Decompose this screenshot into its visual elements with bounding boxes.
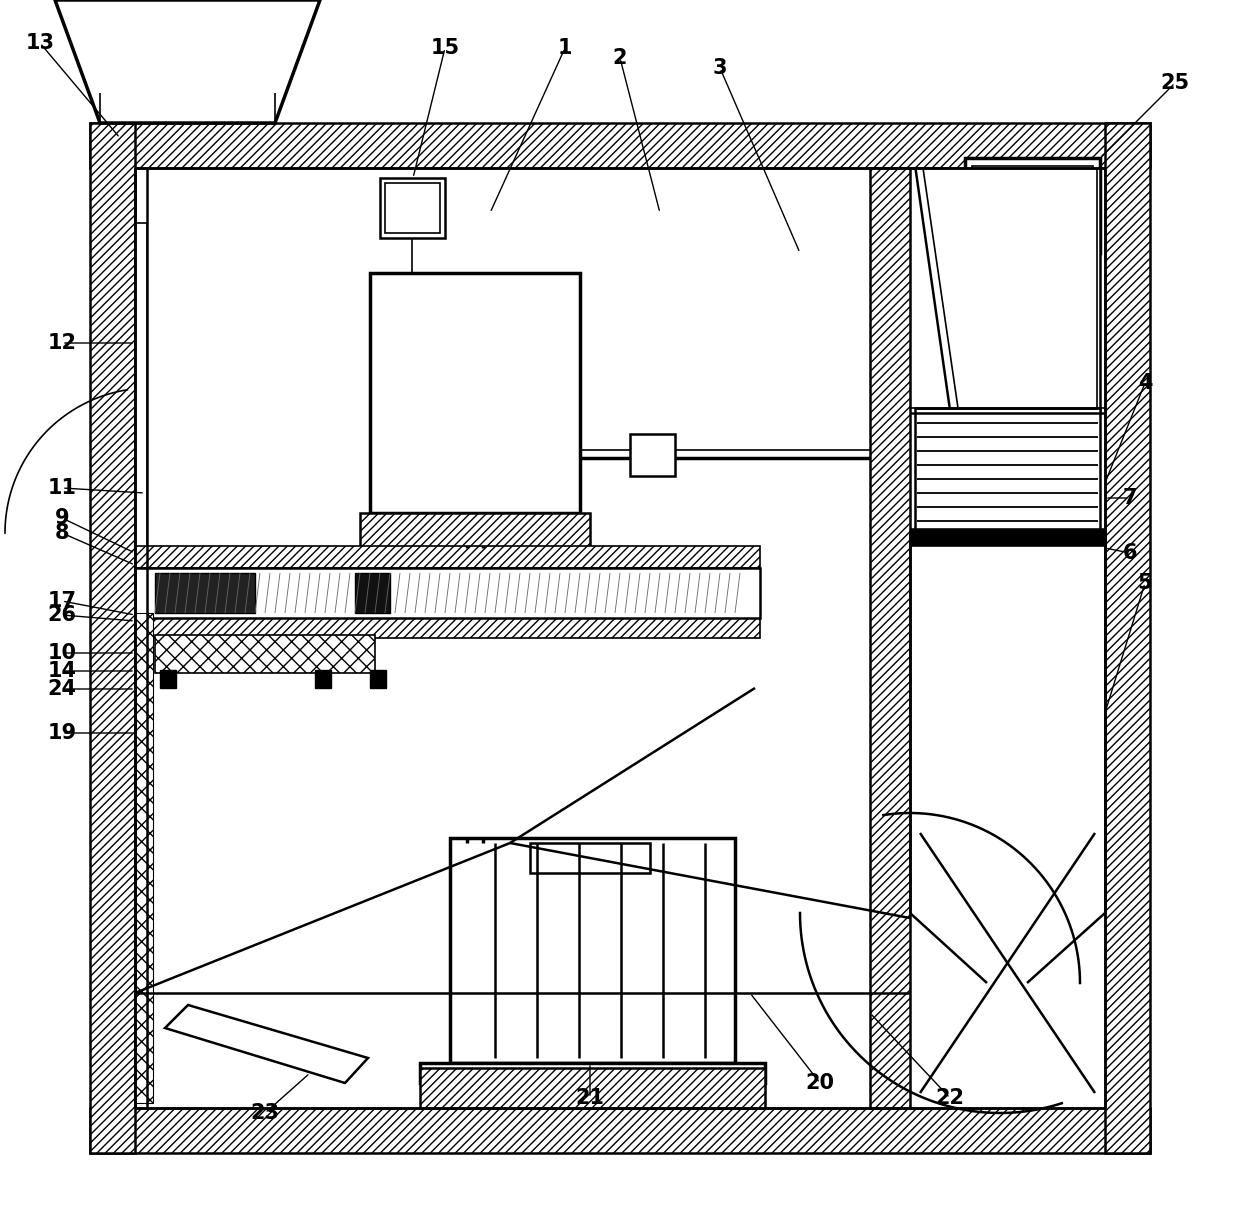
Text: 23: 23 [250, 1103, 279, 1123]
Polygon shape [165, 1006, 368, 1083]
Text: 4: 4 [1138, 374, 1152, 393]
Bar [370, 273, 580, 513]
Text: 12: 12 [47, 334, 77, 353]
Text: 25: 25 [1161, 73, 1189, 93]
Bar [630, 434, 675, 475]
Bar [355, 573, 391, 613]
Bar [91, 123, 135, 1154]
Text: 26: 26 [47, 605, 77, 625]
Bar [135, 568, 760, 617]
Bar [135, 223, 148, 563]
Text: 19: 19 [47, 723, 77, 744]
Text: 8: 8 [55, 523, 69, 543]
Text: 1: 1 [558, 38, 572, 58]
Bar [379, 178, 445, 238]
Bar [420, 1063, 765, 1083]
Text: 5: 5 [1137, 573, 1152, 593]
Text: 13: 13 [26, 33, 55, 53]
Bar [529, 843, 650, 873]
Bar [965, 158, 1100, 254]
Bar [360, 513, 590, 548]
Text: 22: 22 [935, 1088, 965, 1107]
Bar [135, 613, 153, 1103]
Text: 17: 17 [47, 591, 77, 611]
Bar [420, 1067, 765, 1107]
Bar [155, 573, 255, 613]
Bar [915, 408, 1100, 533]
Bar [1105, 123, 1149, 1154]
Bar [160, 670, 176, 688]
Text: 7: 7 [1122, 488, 1137, 508]
Text: 24: 24 [47, 679, 77, 699]
Bar [135, 546, 760, 568]
Text: 20: 20 [806, 1074, 835, 1093]
Text: 15: 15 [430, 38, 460, 58]
Text: 10: 10 [47, 643, 77, 664]
Text: 6: 6 [1122, 543, 1137, 563]
Bar [910, 529, 1105, 545]
Text: 14: 14 [47, 661, 77, 680]
Polygon shape [55, 0, 320, 123]
Polygon shape [915, 167, 1100, 412]
Bar [450, 838, 735, 1063]
Text: 21: 21 [575, 1088, 605, 1107]
Text: 3: 3 [713, 58, 727, 78]
Bar [91, 1107, 1149, 1154]
Bar [870, 167, 910, 1107]
Bar [135, 617, 760, 638]
Text: 11: 11 [47, 478, 77, 499]
Text: 2: 2 [613, 49, 627, 68]
Bar [91, 123, 1149, 167]
Bar [384, 183, 440, 233]
Bar [370, 670, 386, 688]
Bar [315, 670, 331, 688]
Text: 9: 9 [55, 508, 69, 528]
Bar [155, 634, 374, 673]
Bar [972, 166, 1092, 246]
